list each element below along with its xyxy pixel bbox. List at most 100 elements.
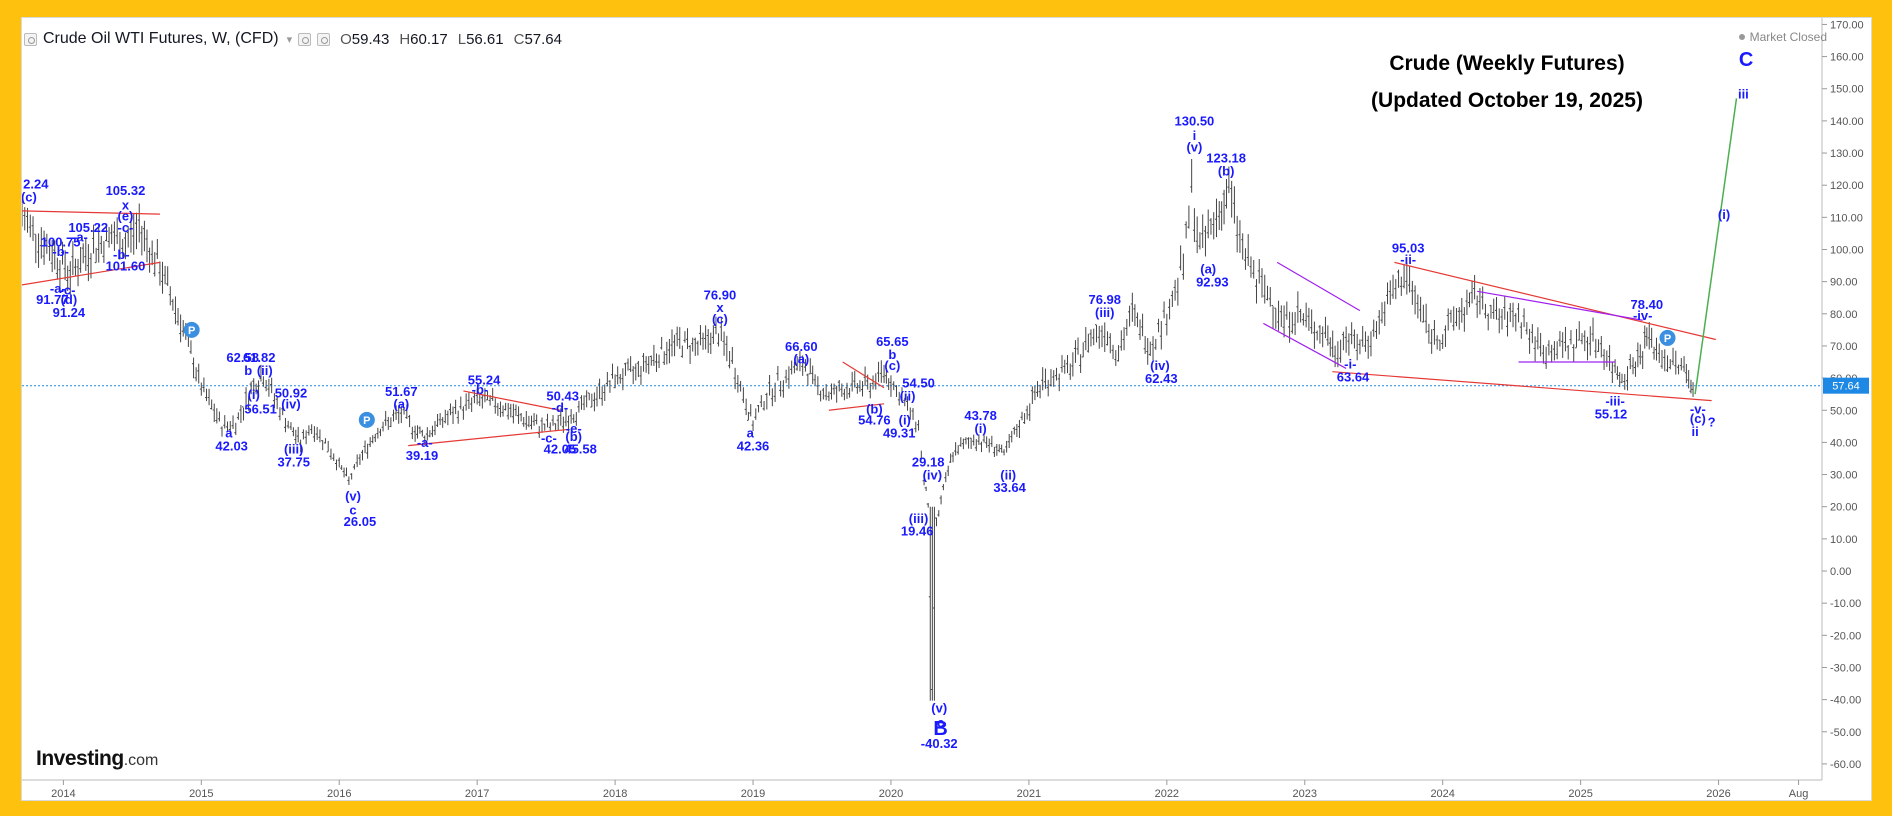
wave-label: -ii-: [1400, 252, 1416, 267]
x-tick-label: 2026: [1706, 788, 1730, 800]
wave-label: 91.77: [36, 292, 69, 307]
wave-label: c: [349, 503, 356, 518]
visibility-icon[interactable]: [298, 32, 312, 46]
chevron-down-icon[interactable]: ▾: [286, 33, 293, 46]
wave-label: (iii): [1095, 305, 1115, 320]
wave-label: 78.40: [1631, 297, 1664, 312]
wave-label: c: [937, 715, 944, 730]
wave-label: (i): [899, 413, 911, 428]
trendline-red: [828, 403, 885, 411]
trendline-purple: [1276, 261, 1361, 312]
y-tick-label: -20.00: [1830, 630, 1861, 642]
wave-label: 105.32: [106, 183, 146, 198]
symbol-title[interactable]: Crude Oil WTI Futures, W, (CFD): [43, 30, 279, 47]
price-tag-label: 57.64: [1832, 381, 1860, 393]
price-tag: [1823, 377, 1869, 394]
y-tick-label: 130.00: [1830, 148, 1864, 160]
wave-label: (v): [1186, 139, 1202, 154]
wave-label: B: [933, 718, 947, 740]
y-tick-label: 170.00: [1830, 19, 1864, 31]
trendline-purple: [1477, 290, 1643, 321]
wave-label: (a): [1200, 262, 1216, 277]
x-tick-label: 2020: [879, 788, 903, 800]
wave-label: i: [1193, 128, 1197, 143]
ohlc-values: O59.43 H60.17 L56.61 C57.64: [340, 31, 562, 48]
wave-label: b: [888, 347, 896, 362]
wave-label: 54.76: [858, 413, 891, 428]
x-tick-label: 2016: [327, 788, 351, 800]
x-tick-label: 2023: [1293, 788, 1317, 800]
event-marker-label: P: [188, 325, 195, 337]
wave-label: a: [225, 426, 233, 441]
gear-icon[interactable]: [317, 32, 331, 46]
wave-label: (iii): [284, 442, 304, 457]
price-chart[interactable]: 170.00 160.00 150.00 140.00 130.00 120.00 110.…: [22, 18, 1873, 802]
wave-label: -v-: [1690, 401, 1706, 416]
wave-label: (ii): [1000, 467, 1016, 482]
y-tick-label: -50.00: [1830, 727, 1861, 739]
wave-label: 66.60: [785, 339, 818, 354]
wave-label: -d-: [552, 400, 569, 415]
wave-label: 55.24: [468, 373, 501, 388]
wave-label: 19.46: [901, 524, 934, 539]
logo-suffix: .com: [123, 752, 159, 769]
wave-label: -iii-: [1605, 393, 1625, 408]
wave-label: 49.31: [883, 426, 916, 441]
wave-label: 101.60: [106, 258, 146, 273]
wave-label: (i): [1718, 207, 1730, 222]
y-tick-label: 150.00: [1830, 84, 1864, 96]
wave-label: 50.92: [275, 385, 308, 400]
symbol-legend: Crude Oil WTI Futures, W, (CFD) ▾ O59.43…: [24, 28, 562, 50]
wave-label: 26.05: [344, 514, 377, 529]
wave-label: (b): [565, 429, 582, 444]
wave-label: -b-: [113, 247, 130, 262]
wave-label: 42.36: [737, 438, 770, 453]
wave-label: (v): [345, 488, 361, 503]
trendline-red: [22, 261, 161, 286]
y-tick-label: 30.00: [1830, 470, 1858, 482]
investing-logo: Investing.com: [36, 747, 158, 771]
settings-icon[interactable]: [24, 32, 37, 46]
wave-label: x: [122, 197, 130, 212]
y-tick-label: -60.00: [1830, 759, 1861, 771]
wave-label: 55.12: [1595, 406, 1628, 421]
y-tick-label: 10.00: [1830, 534, 1858, 546]
wave-label: 130.50: [1175, 114, 1215, 129]
wave-label: 105.22: [68, 220, 108, 235]
wave-label: 39.19: [406, 448, 439, 463]
y-tick-label: 90.00: [1830, 277, 1858, 289]
y-tick-label: -30.00: [1830, 662, 1861, 674]
y-tick-label: 20.00: [1830, 502, 1858, 514]
wave-label: (c): [1690, 411, 1706, 426]
wave-label: (iii): [909, 511, 929, 526]
wave-label: (a): [393, 397, 409, 412]
y-tick-label: -10.00: [1830, 598, 1861, 610]
wave-label: 76.90: [704, 287, 737, 302]
wave-label: 61.82: [243, 350, 276, 365]
wave-label: (c): [884, 358, 900, 373]
wave-label: (a): [793, 352, 809, 367]
y-tick-label: 140.00: [1830, 116, 1864, 128]
wave-label: (c): [712, 311, 728, 326]
wave-label: -c-: [60, 283, 76, 298]
wave-label: (iv): [1150, 358, 1170, 373]
y-tick-label: 120.00: [1830, 180, 1864, 192]
wave-label: 50.43: [546, 389, 579, 404]
event-marker-label: P: [363, 415, 370, 427]
wave-label: (d): [61, 292, 78, 307]
wave-label: (i): [974, 421, 986, 436]
wave-label: 43.78: [964, 408, 997, 423]
wave-label: 56.51: [244, 401, 277, 416]
x-tick-label: Aug: [1789, 788, 1809, 800]
ohlc-open: O59.43: [340, 30, 390, 48]
event-marker-icon: [183, 321, 200, 338]
y-tick-label: 160.00: [1830, 52, 1864, 64]
wave-label: -e-: [566, 421, 582, 436]
y-tick-label: 70.00: [1830, 341, 1858, 353]
wave-label: iii: [1738, 86, 1749, 101]
wave-label: (i): [248, 387, 260, 402]
wave-label: a: [747, 426, 755, 441]
chart-frame: 170.00 160.00 150.00 140.00 130.00 120.00 110.…: [21, 17, 1872, 801]
wave-label: 91.24: [53, 305, 86, 320]
market-status: Market Closed: [1738, 30, 1827, 44]
